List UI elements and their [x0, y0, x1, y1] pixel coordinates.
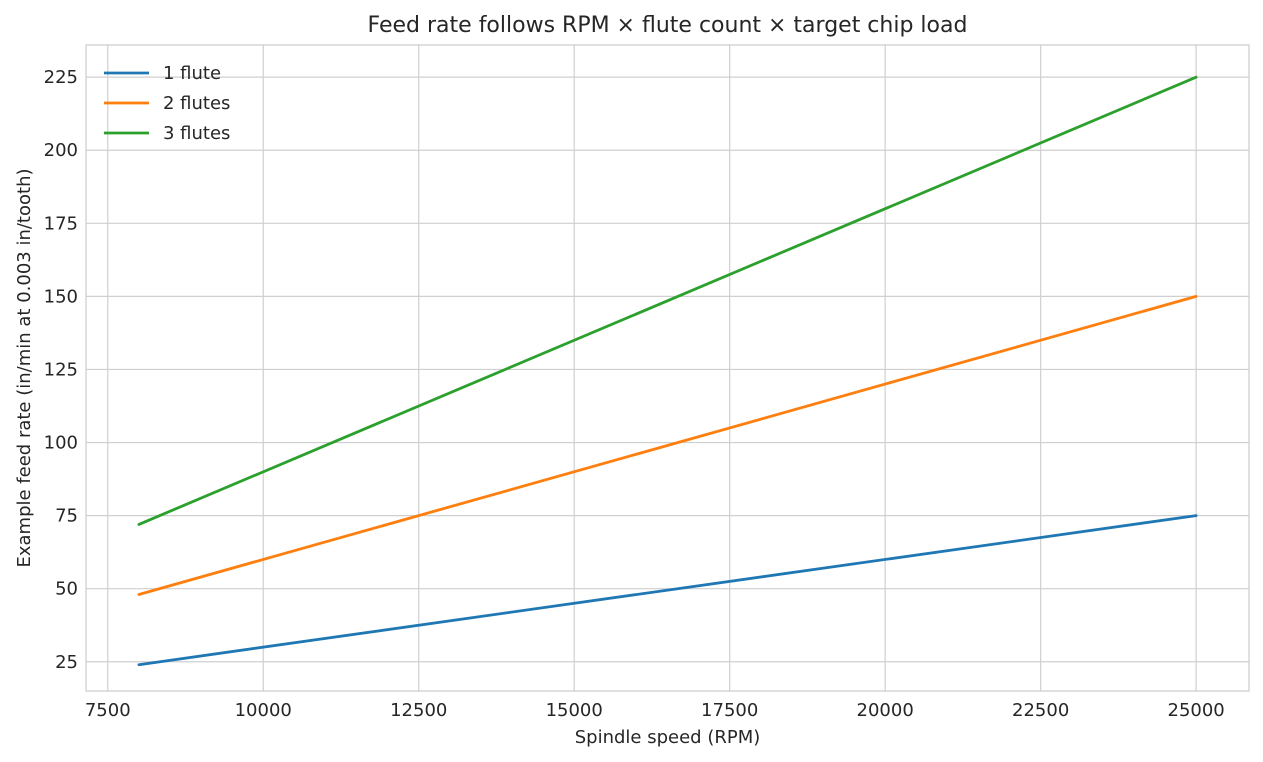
grid	[86, 45, 1249, 691]
series-line	[137, 514, 1198, 667]
x-tick-label: 25000	[1168, 700, 1225, 721]
chart-title: Feed rate follows RPM × flute count × ta…	[368, 13, 968, 38]
x-tick-label: 7500	[85, 700, 131, 721]
legend-label: 2 flutes	[163, 93, 230, 114]
y-tick-label: 200	[44, 140, 78, 161]
y-tick-label: 125	[44, 359, 78, 380]
x-tick-label: 17500	[701, 700, 758, 721]
x-axis-title: Spindle speed (RPM)	[575, 727, 761, 748]
legend: 1 flute 2 flutes 3 flutes	[104, 63, 230, 144]
x-tick-label: 15000	[546, 700, 603, 721]
legend-label: 1 flute	[163, 63, 221, 84]
y-tick-label: 150	[44, 286, 78, 307]
x-tick-label: 22500	[1012, 700, 1069, 721]
series-line	[137, 75, 1198, 526]
series-layer	[137, 75, 1198, 667]
y-tick-label: 75	[55, 506, 78, 527]
legend-label: 3 flutes	[163, 123, 230, 144]
x-tick-label: 12500	[390, 700, 447, 721]
x-axis-ticks: 7500 10000 12500 15000 17500 20000 22500 25000	[85, 700, 1225, 721]
y-tick-label: 175	[44, 213, 78, 234]
x-tick-label: 10000	[235, 700, 292, 721]
series-line	[137, 294, 1198, 596]
x-tick-label: 20000	[857, 700, 914, 721]
y-tick-label: 100	[44, 433, 78, 454]
y-axis-title: Example feed rate (in/min at 0.003 in/to…	[14, 169, 35, 568]
plot-frame	[85, 44, 1250, 692]
y-tick-label: 225	[44, 67, 78, 88]
y-axis-ticks: 25 50 75 100 125 150 175 200 225	[44, 67, 78, 673]
y-tick-label: 50	[55, 579, 78, 600]
y-tick-label: 25	[55, 652, 78, 673]
